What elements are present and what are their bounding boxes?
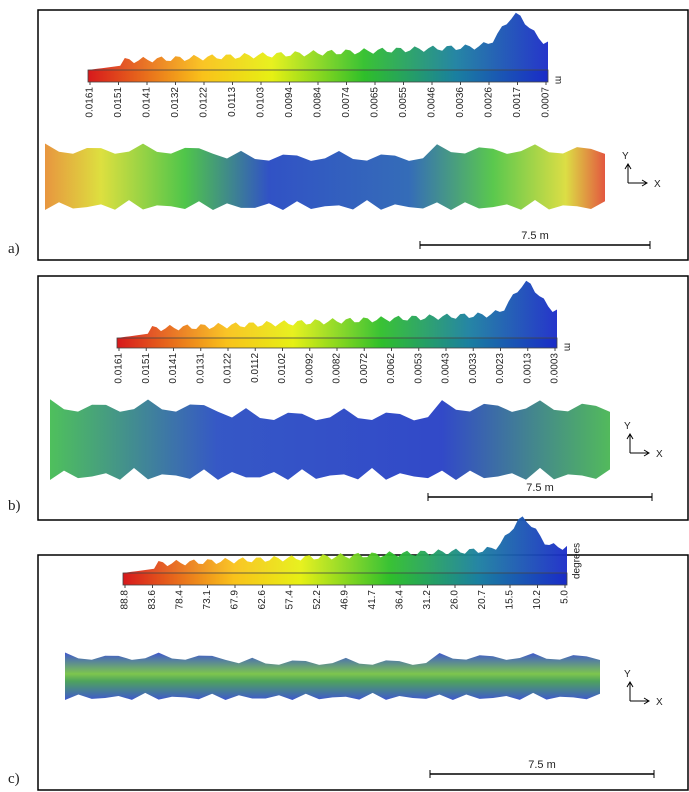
colorbar-tick-label: 0.0132 <box>170 87 181 118</box>
arrow-head <box>624 163 632 170</box>
colorbar-tick-label: 15.5 <box>505 590 516 610</box>
colorbar-tick-label: 46.9 <box>340 590 351 610</box>
axis-label: Y <box>622 151 629 162</box>
colorbar-tick-label: 0.0023 <box>495 353 506 384</box>
colorbar-tick-label: 0.0065 <box>370 87 381 118</box>
point-cloud <box>65 652 600 700</box>
colorbar-tick-label: 0.0151 <box>141 353 152 384</box>
colorbar-tick-label: 0.0055 <box>398 87 409 118</box>
colorbar-tick-label: 0.0046 <box>427 87 438 118</box>
colorbar-tick-label: 36.4 <box>395 590 406 610</box>
colorbar-tick-label: 0.0082 <box>332 353 343 384</box>
colorbar-tick-label: 0.0033 <box>468 353 479 384</box>
colorbar-tick-label: 73.1 <box>202 590 213 610</box>
colorbar-tick-label: 0.0007 <box>541 87 552 118</box>
colorbar-tick-label: 67.9 <box>230 590 241 610</box>
colorbar-tick-label: 0.0003 <box>550 353 561 384</box>
axis-label: X <box>656 449 663 460</box>
panel-label: c) <box>8 771 20 787</box>
colorbar-tick-label: 10.2 <box>532 590 543 610</box>
colorbar <box>87 69 549 83</box>
colorbar-tick-label: 5.0 <box>560 590 571 604</box>
colorbar-tick-label: 88.8 <box>120 590 131 610</box>
arrow-head <box>626 681 634 688</box>
colorbar-tick-label: 0.0141 <box>142 87 153 118</box>
colorbar-tick-label: 0.0094 <box>284 87 295 118</box>
point-cloud <box>50 399 610 480</box>
arrow-head <box>643 449 650 457</box>
colorbar-tick-label: 57.4 <box>285 590 296 610</box>
colorbar-tick-label: 0.0084 <box>313 87 324 118</box>
panel-label: b) <box>8 498 21 514</box>
colorbar-tick-label: 0.0013 <box>522 353 533 384</box>
colorbar-tick-label: 78.4 <box>175 590 186 610</box>
scale-bar-label: 7.5 m <box>528 759 556 771</box>
colorbar-tick-label: 26.0 <box>450 590 461 610</box>
colorbar-tick-label: 0.0122 <box>223 353 234 384</box>
histogram <box>117 280 557 338</box>
colorbar-tick-label: 0.0131 <box>195 353 206 384</box>
colorbar-tick-label: 0.0036 <box>455 87 466 118</box>
colorbar-tick-label: 0.0017 <box>512 87 523 118</box>
colorbar <box>116 337 558 349</box>
colorbar-tick-label: 0.0053 <box>413 353 424 384</box>
colorbar-tick-label: 0.0026 <box>484 87 495 118</box>
colorbar-unit: m <box>552 76 563 84</box>
colorbar-tick-label: 0.0112 <box>250 353 261 383</box>
colorbar-tick-label: 31.2 <box>422 590 433 610</box>
scale-bar-label: 7.5 m <box>526 482 554 494</box>
point-cloud <box>45 143 605 210</box>
panel-frame <box>37 9 689 261</box>
colorbar-tick-label: 0.0074 <box>341 87 352 118</box>
arrow-head <box>626 433 634 440</box>
colorbar <box>122 572 568 586</box>
colorbar-unit: degrees <box>572 543 583 579</box>
arrow-head <box>643 697 650 705</box>
histogram <box>88 12 548 71</box>
colorbar-tick-label: 0.0161 <box>114 353 125 384</box>
panel-frame <box>37 275 689 521</box>
colorbar-tick-label: 0.0103 <box>256 87 267 118</box>
axis-label: X <box>654 179 661 190</box>
colorbar-tick-label: 0.0092 <box>304 353 315 384</box>
colorbar-tick-label: 83.6 <box>147 590 158 610</box>
colorbar-tick-label: 0.0072 <box>359 353 370 384</box>
colorbar-tick-label: 0.0113 <box>227 87 238 117</box>
histogram <box>123 516 567 573</box>
colorbar-tick-label: 41.7 <box>367 590 378 610</box>
axis-label: Y <box>624 669 631 680</box>
axis-label: X <box>656 697 663 708</box>
colorbar-tick-label: 0.0062 <box>386 353 397 384</box>
colorbar-tick-label: 0.0043 <box>441 353 452 384</box>
colorbar-tick-label: 0.0122 <box>199 87 210 118</box>
colorbar-tick-label: 0.0161 <box>85 87 96 118</box>
colorbar-tick-label: 0.0141 <box>168 353 179 384</box>
colorbar-tick-label: 62.6 <box>257 590 268 610</box>
colorbar-tick-label: 52.2 <box>312 590 323 610</box>
axis-label: Y <box>624 421 631 432</box>
scale-bar-label: 7.5 m <box>521 230 549 242</box>
colorbar-tick-label: 0.0151 <box>113 87 124 118</box>
colorbar-tick-label: 20.7 <box>477 590 488 610</box>
colorbar-unit: m <box>561 343 572 351</box>
panel-label: a) <box>8 241 20 257</box>
arrow-head <box>641 179 648 187</box>
panel-frame <box>37 554 689 791</box>
colorbar-tick-label: 0.0102 <box>277 353 288 384</box>
